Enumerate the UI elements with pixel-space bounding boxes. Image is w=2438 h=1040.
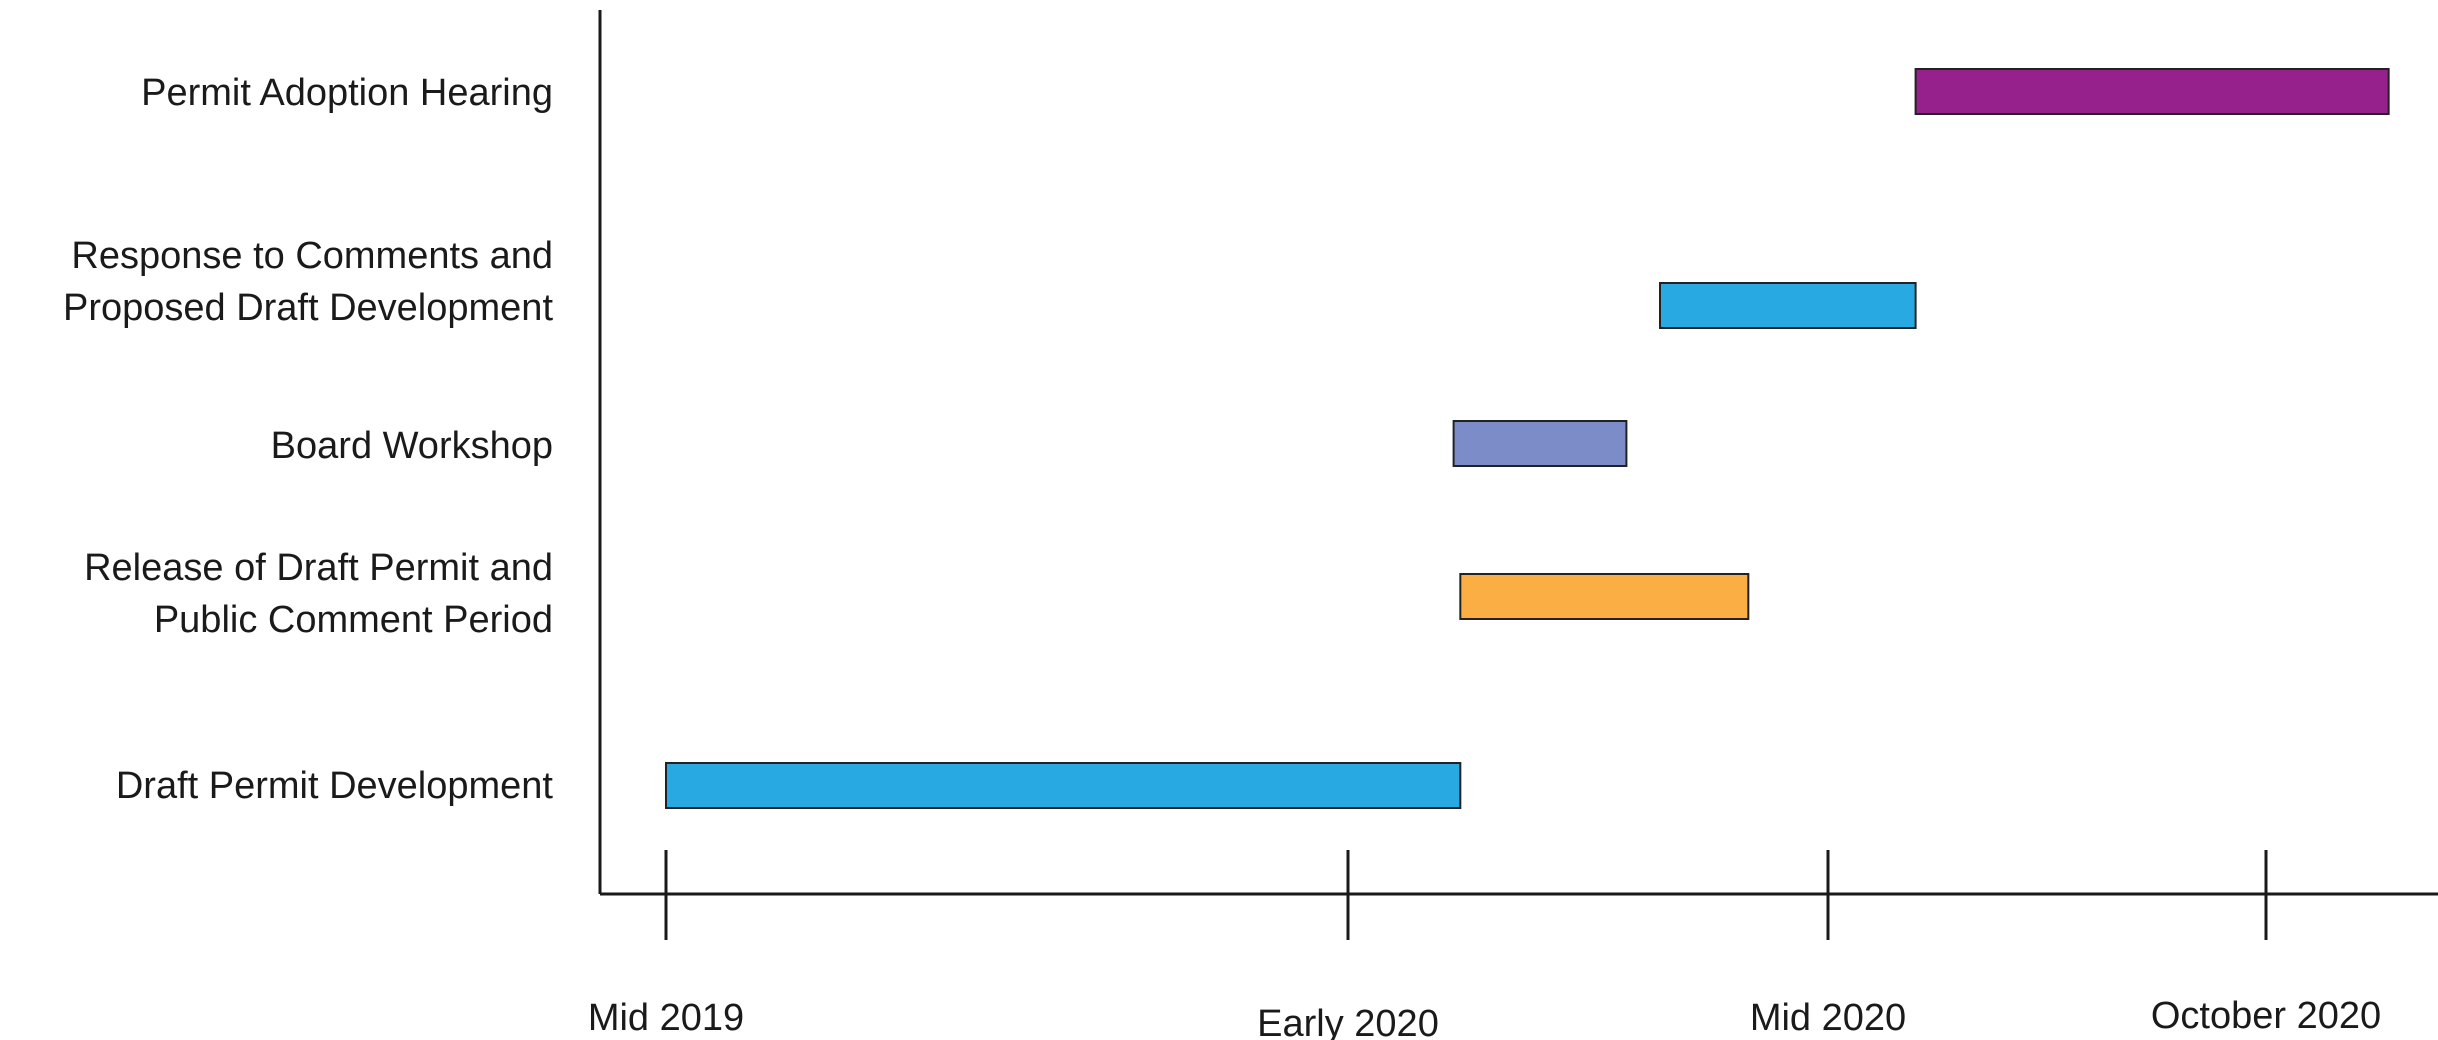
- task-bar: [665, 762, 1462, 809]
- task-bar: [1659, 282, 1917, 329]
- task-bar: [1459, 573, 1750, 620]
- task-label: Public Comment Period: [154, 599, 553, 641]
- x-tick-label: Early 2020: [1257, 1003, 1439, 1040]
- x-axis-ticks: Mid 2019 Early 2020 Mid 2020 October 2020: [588, 850, 2381, 1040]
- task-label: Draft Permit Development: [116, 765, 554, 807]
- x-tick-label: Mid 2019: [588, 997, 744, 1039]
- task-label: Permit Adoption Hearing: [141, 72, 553, 114]
- task-bar: [1914, 68, 2390, 115]
- x-tick-label: Mid 2020: [1750, 997, 1906, 1039]
- task-bars: [665, 68, 2390, 809]
- task-label: Proposed Draft Development: [63, 287, 553, 329]
- task-bar: [1452, 420, 1628, 467]
- task-label: Release of Draft Permit and: [84, 547, 553, 589]
- task-labels: Permit Adoption Hearing Response to Comme…: [63, 72, 553, 807]
- task-label: Response to Comments and: [71, 235, 553, 277]
- task-label: Board Workshop: [271, 425, 553, 467]
- x-tick-label: October 2020: [2151, 995, 2381, 1037]
